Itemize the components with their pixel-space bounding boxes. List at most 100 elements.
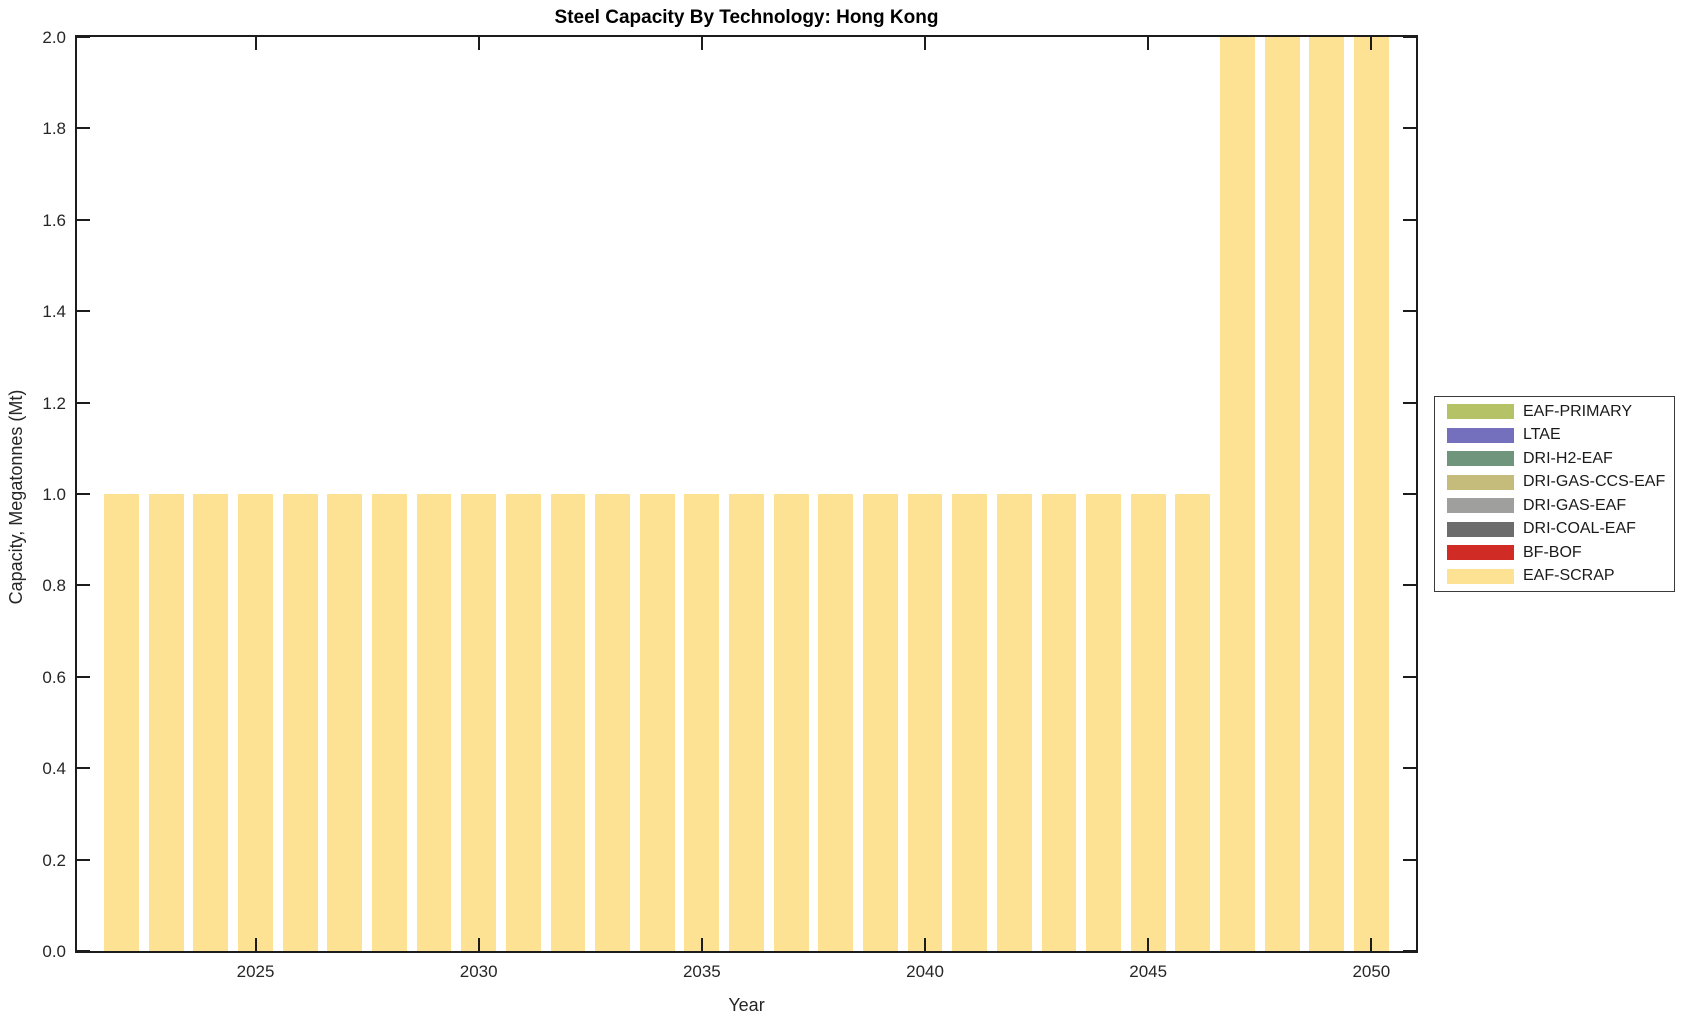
x-tick-2035-bottom [700, 938, 703, 951]
legend-label-DRI-COAL-EAF: DRI-COAL-EAF [1523, 520, 1636, 538]
bar-EAF-SCRAP-2048 [1264, 37, 1300, 951]
y-tick-0.2-left [77, 858, 90, 861]
bar-EAF-SCRAP-2032 [550, 494, 586, 951]
y-tick-label-0.0: 0.0 [42, 942, 66, 961]
y-tick-0.8-right [1403, 584, 1416, 587]
x-tick-2030-bottom [477, 938, 480, 951]
bar-EAF-SCRAP-2033 [595, 494, 630, 951]
y-tick-label-1.2: 1.2 [42, 393, 66, 413]
bar-EAF-SCRAP-2030 [461, 494, 497, 951]
y-tick-label-0.8: 0.8 [42, 576, 66, 596]
y-tick-0.4-right [1403, 767, 1416, 770]
bar-EAF-SCRAP-2042 [996, 494, 1032, 951]
legend-label-EAF-SCRAP: EAF-SCRAP [1523, 567, 1615, 585]
legend-label-BF-BOF: BF-BOF [1523, 543, 1582, 561]
plot-area [75, 35, 1418, 953]
legend-label-DRI-GAS-EAF: DRI-GAS-EAF [1523, 496, 1627, 514]
bar-EAF-SCRAP-2043 [1041, 494, 1077, 951]
bar-EAF-SCRAP-2034 [639, 494, 675, 951]
y-tick-0-right [1403, 950, 1416, 951]
y-tick-1.2-left [77, 401, 90, 404]
y-tick-1.6-left [77, 218, 90, 221]
legend-swatch-DRI-GAS-CCS-EAF [1447, 474, 1514, 490]
legend-swatch-EAF-SCRAP [1447, 568, 1514, 584]
x-tick-2040-top [924, 37, 927, 50]
bar-EAF-SCRAP-2047 [1220, 37, 1255, 951]
bar-EAF-SCRAP-2049 [1309, 37, 1345, 951]
legend-swatch-LTAE [1447, 427, 1514, 443]
y-tick-0.8-left [77, 584, 90, 587]
y-tick-label-1.4: 1.4 [42, 302, 66, 322]
y-tick-1-right [1403, 493, 1416, 495]
bar-EAF-SCRAP-2041 [952, 494, 988, 951]
y-tick-1.8-right [1403, 127, 1416, 130]
y-tick-label-0.2: 0.2 [42, 850, 66, 870]
y-tick-1.8-left [77, 127, 90, 130]
y-tick-2-right [1403, 37, 1416, 38]
y-tick-label-2.0: 2.0 [42, 28, 66, 47]
legend-item-EAF-SCRAP: EAF-SCRAP [1435, 567, 1674, 585]
y-tick-label-1.0: 1.0 [42, 485, 66, 504]
x-tick-2045-bottom [1147, 938, 1150, 951]
bar-EAF-SCRAP-2044 [1086, 494, 1121, 951]
y-tick-2-left [77, 37, 90, 38]
bar-EAF-SCRAP-2024 [193, 494, 229, 951]
bar-EAF-SCRAP-2038 [818, 494, 854, 951]
y-tick-1.4-left [77, 310, 90, 313]
legend-label-LTAE: LTAE [1523, 426, 1561, 444]
bar-EAF-SCRAP-2028 [372, 494, 407, 951]
legend-swatch-DRI-COAL-EAF [1447, 521, 1514, 537]
x-tick-label-2030: 2030 [459, 962, 498, 981]
x-tick-2045-top [1147, 37, 1150, 50]
y-tick-0.6-right [1403, 675, 1416, 678]
legend-swatch-BF-BOF [1447, 545, 1514, 561]
bars-container [77, 37, 1416, 951]
bar-EAF-SCRAP-2050 [1353, 37, 1389, 951]
legend-item-LTAE: LTAE [1435, 426, 1674, 444]
bar-EAF-SCRAP-2046 [1175, 494, 1211, 951]
legend-item-DRI-H2-EAF: DRI-H2-EAF [1435, 450, 1674, 468]
bar-EAF-SCRAP-2039 [862, 494, 898, 951]
bar-EAF-SCRAP-2025 [238, 494, 273, 951]
y-tick-0-left [77, 950, 90, 951]
legend-swatch-DRI-GAS-EAF [1447, 498, 1514, 514]
y-tick-0.6-left [77, 675, 90, 678]
y-tick-1.6-right [1403, 218, 1416, 221]
bar-EAF-SCRAP-2037 [773, 494, 809, 951]
x-tick-label-2040: 2040 [906, 962, 944, 981]
bar-EAF-SCRAP-2027 [327, 494, 363, 951]
x-tick-label-2025: 2025 [236, 962, 275, 981]
chart-title: Steel Capacity By Technology: Hong Kong [554, 7, 939, 28]
y-tick-1.4-right [1403, 310, 1416, 313]
y-tick-1-left [77, 493, 90, 495]
legend-item-DRI-COAL-EAF: DRI-COAL-EAF [1435, 520, 1674, 538]
bar-EAF-SCRAP-2045 [1130, 494, 1166, 951]
y-tick-label-0.4: 0.4 [42, 759, 66, 779]
bar-EAF-SCRAP-2040 [907, 494, 943, 951]
x-tick-2040-bottom [924, 938, 927, 951]
y-tick-label-1.8: 1.8 [42, 119, 66, 139]
legend-label-DRI-GAS-CCS-EAF: DRI-GAS-CCS-EAF [1523, 473, 1666, 491]
x-tick-2050-top [1370, 37, 1373, 50]
y-tick-label-0.6: 0.6 [42, 667, 66, 687]
x-tick-2035-top [700, 37, 703, 50]
y-tick-label-1.6: 1.6 [42, 210, 66, 230]
bar-EAF-SCRAP-2036 [729, 494, 764, 951]
x-tick-label-2035: 2035 [682, 962, 721, 981]
legend-swatch-EAF-PRIMARY [1447, 404, 1514, 420]
legend-item-BF-BOF: BF-BOF [1435, 544, 1674, 562]
y-tick-1.2-right [1403, 401, 1416, 404]
y-tick-0.4-left [77, 767, 90, 770]
x-axis-label: Year [728, 995, 765, 1015]
bar-EAF-SCRAP-2031 [505, 494, 541, 951]
bar-EAF-SCRAP-2022 [104, 494, 140, 951]
legend-item-DRI-GAS-CCS-EAF: DRI-GAS-CCS-EAF [1435, 473, 1674, 491]
legend: EAF-PRIMARY LTAE DRI-H2-EAF DRI-GAS-CCS-EAF… [1434, 396, 1675, 592]
legend-swatch-DRI-H2-EAF [1447, 451, 1514, 467]
x-tick-2050-bottom [1370, 938, 1373, 951]
x-tick-2025-bottom [254, 938, 257, 951]
x-tick-label-2050: 2050 [1352, 962, 1391, 981]
legend-label-DRI-H2-EAF: DRI-H2-EAF [1523, 449, 1613, 467]
bar-EAF-SCRAP-2026 [282, 494, 318, 951]
x-tick-2030-top [477, 37, 480, 50]
